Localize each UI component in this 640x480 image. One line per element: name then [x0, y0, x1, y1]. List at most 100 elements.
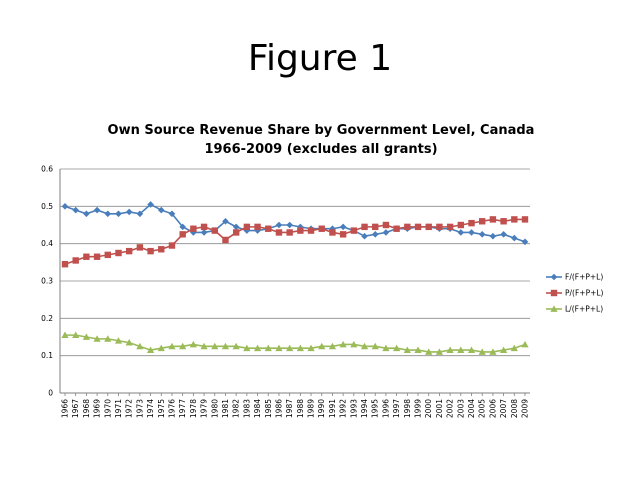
- data-point: [147, 247, 154, 255]
- data-point: [189, 340, 197, 348]
- data-point: [446, 223, 454, 231]
- x-tick-label: 1969: [93, 399, 102, 418]
- data-point: [393, 225, 400, 232]
- data-point: [93, 335, 101, 342]
- x-tick-label: 1996: [381, 399, 390, 418]
- data-point: [83, 210, 90, 218]
- data-point: [425, 223, 432, 231]
- data-point: [82, 333, 90, 340]
- data-point: [158, 246, 165, 253]
- data-point: [361, 232, 368, 240]
- data-point: [243, 227, 251, 234]
- data-point: [200, 223, 208, 231]
- data-point: [403, 346, 411, 353]
- x-tick-label: 1981: [221, 399, 230, 418]
- y-tick-label: 0.4: [41, 239, 53, 248]
- data-point: [467, 346, 476, 353]
- data-point: [489, 216, 497, 223]
- data-point: [83, 253, 90, 260]
- x-tick-label: 1997: [392, 399, 401, 418]
- data-point: [296, 344, 304, 352]
- data-point: [211, 227, 218, 234]
- series-group: [61, 201, 529, 355]
- legend-entry: F/(F+P+L): [546, 273, 603, 282]
- data-point: [168, 242, 176, 249]
- x-tick-label: 2008: [510, 399, 519, 418]
- data-point: [371, 342, 379, 350]
- x-tick-label: 1982: [232, 399, 241, 418]
- series-2: [61, 216, 529, 268]
- data-point: [136, 342, 144, 350]
- data-point: [136, 244, 144, 251]
- x-tick-label: 1976: [167, 399, 176, 418]
- data-point: [414, 223, 422, 231]
- data-point: [521, 340, 529, 348]
- data-point: [414, 346, 422, 353]
- x-tick-label: 1988: [296, 399, 305, 418]
- x-tick-label: 1993: [349, 399, 358, 418]
- x-tick-label: 1967: [71, 399, 80, 418]
- x-tick-label: 1999: [414, 399, 423, 418]
- chart-subtitle: 1966-2009 (excludes all grants): [204, 142, 437, 157]
- x-tick-label: 2000: [424, 399, 433, 418]
- data-point: [500, 346, 508, 353]
- data-point: [114, 337, 123, 344]
- legend-marker: [550, 305, 558, 312]
- x-tick-label: 2009: [521, 399, 530, 418]
- series-line: [64, 203, 526, 243]
- data-point: [511, 216, 518, 223]
- x-axis: 1966 1967 1968 1969 1970 1971 1972 1973 1974 1975…: [60, 392, 530, 418]
- gridlines: [60, 168, 530, 394]
- data-point: [253, 344, 262, 352]
- series-line: [65, 334, 526, 353]
- data-point: [265, 225, 272, 232]
- data-point: [511, 234, 518, 242]
- data-point: [157, 206, 165, 214]
- x-tick-label: 2002: [446, 399, 455, 418]
- data-point: [93, 206, 101, 214]
- data-point: [329, 229, 336, 236]
- y-tick-label: 0.6: [41, 165, 53, 174]
- data-point: [382, 344, 390, 352]
- data-point: [275, 221, 283, 229]
- data-point: [350, 340, 358, 348]
- data-point: [61, 203, 69, 210]
- legend-label: F/(F+P+L): [565, 273, 603, 282]
- data-point: [232, 229, 240, 236]
- data-point: [254, 223, 261, 231]
- data-point: [179, 342, 187, 350]
- data-point: [500, 231, 507, 238]
- data-point: [371, 231, 379, 238]
- data-point: [72, 331, 80, 339]
- data-point: [457, 346, 465, 353]
- data-point: [307, 344, 315, 352]
- data-point: [104, 251, 111, 259]
- x-tick-label: 1973: [135, 399, 144, 418]
- data-point: [307, 227, 315, 234]
- x-tick-label: 1977: [178, 399, 187, 418]
- x-tick-label: 1968: [82, 399, 91, 418]
- data-point: [457, 229, 465, 236]
- x-tick-label: 1971: [114, 399, 123, 418]
- legend-entry: L/(F+P+L): [546, 305, 603, 314]
- data-point: [136, 210, 144, 218]
- data-point: [425, 348, 433, 355]
- data-point: [72, 257, 79, 264]
- data-point: [104, 210, 112, 218]
- data-point: [275, 344, 283, 352]
- data-point: [61, 261, 69, 268]
- data-point: [200, 229, 208, 236]
- x-tick-label: 1970: [103, 399, 112, 418]
- data-point: [168, 210, 176, 218]
- data-point: [318, 225, 325, 232]
- data-point: [179, 223, 186, 231]
- legend-entry: P/(F+P+L): [546, 289, 604, 298]
- data-point: [286, 344, 294, 352]
- data-point: [457, 221, 465, 229]
- data-point: [393, 344, 401, 352]
- data-point: [190, 225, 197, 232]
- data-point: [360, 342, 369, 350]
- x-tick-label: 1984: [253, 399, 262, 418]
- x-tick-label: 1979: [200, 399, 209, 418]
- x-tick-label: 1992: [339, 399, 348, 418]
